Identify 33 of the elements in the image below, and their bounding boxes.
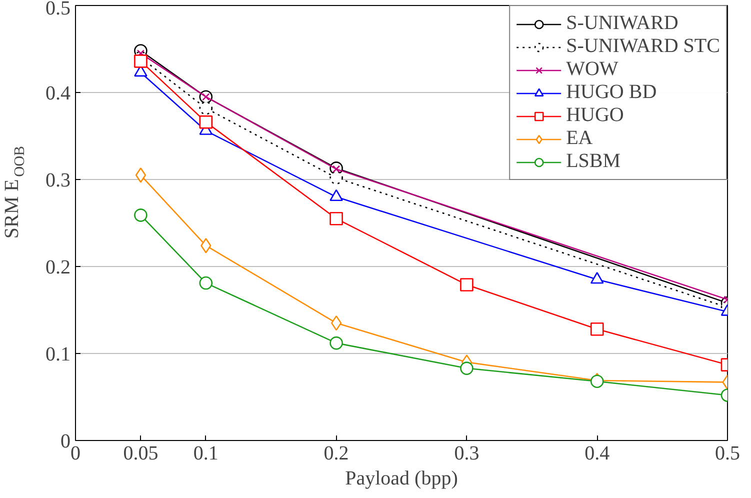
legend-label: LSBM <box>566 150 621 173</box>
legend-label: HUGO BD <box>566 81 657 104</box>
point <box>330 315 342 331</box>
point <box>330 212 343 226</box>
y-tick-label: 0.1 <box>46 344 70 366</box>
point <box>134 208 148 222</box>
point <box>134 54 148 68</box>
legend-label: S-UNIWARD STC <box>566 35 720 58</box>
point <box>460 278 474 292</box>
point <box>199 115 213 129</box>
point <box>460 362 474 375</box>
y-tick-label: 0.3 <box>46 170 70 192</box>
x-tick-label: 0.5 <box>715 442 740 464</box>
y-tick-label: 0.4 <box>46 82 70 104</box>
legend-label: S-UNIWARD <box>566 12 678 35</box>
x-tick-label: 0.3 <box>454 442 480 464</box>
x-axis-title: Payload (bpp) <box>345 468 458 490</box>
point <box>590 322 604 336</box>
x-tick-label: 0.4 <box>584 442 610 464</box>
legend-label: EA <box>566 127 593 150</box>
point <box>330 171 343 184</box>
point <box>199 276 213 290</box>
point <box>330 336 343 350</box>
x-tick-label: 0.1 <box>193 442 218 464</box>
y-tick-label: 0.5 <box>46 0 70 20</box>
y-axis-title: SRM EOOB <box>1 146 28 239</box>
point <box>199 102 213 115</box>
legend-label: WOW <box>566 58 618 81</box>
x-tick-label: 0.2 <box>324 442 349 464</box>
point <box>135 168 146 183</box>
x-tick-label: 0.05 <box>123 442 158 464</box>
y-tick-label: 0.2 <box>46 256 70 278</box>
legend-label: HUGO <box>566 104 624 127</box>
